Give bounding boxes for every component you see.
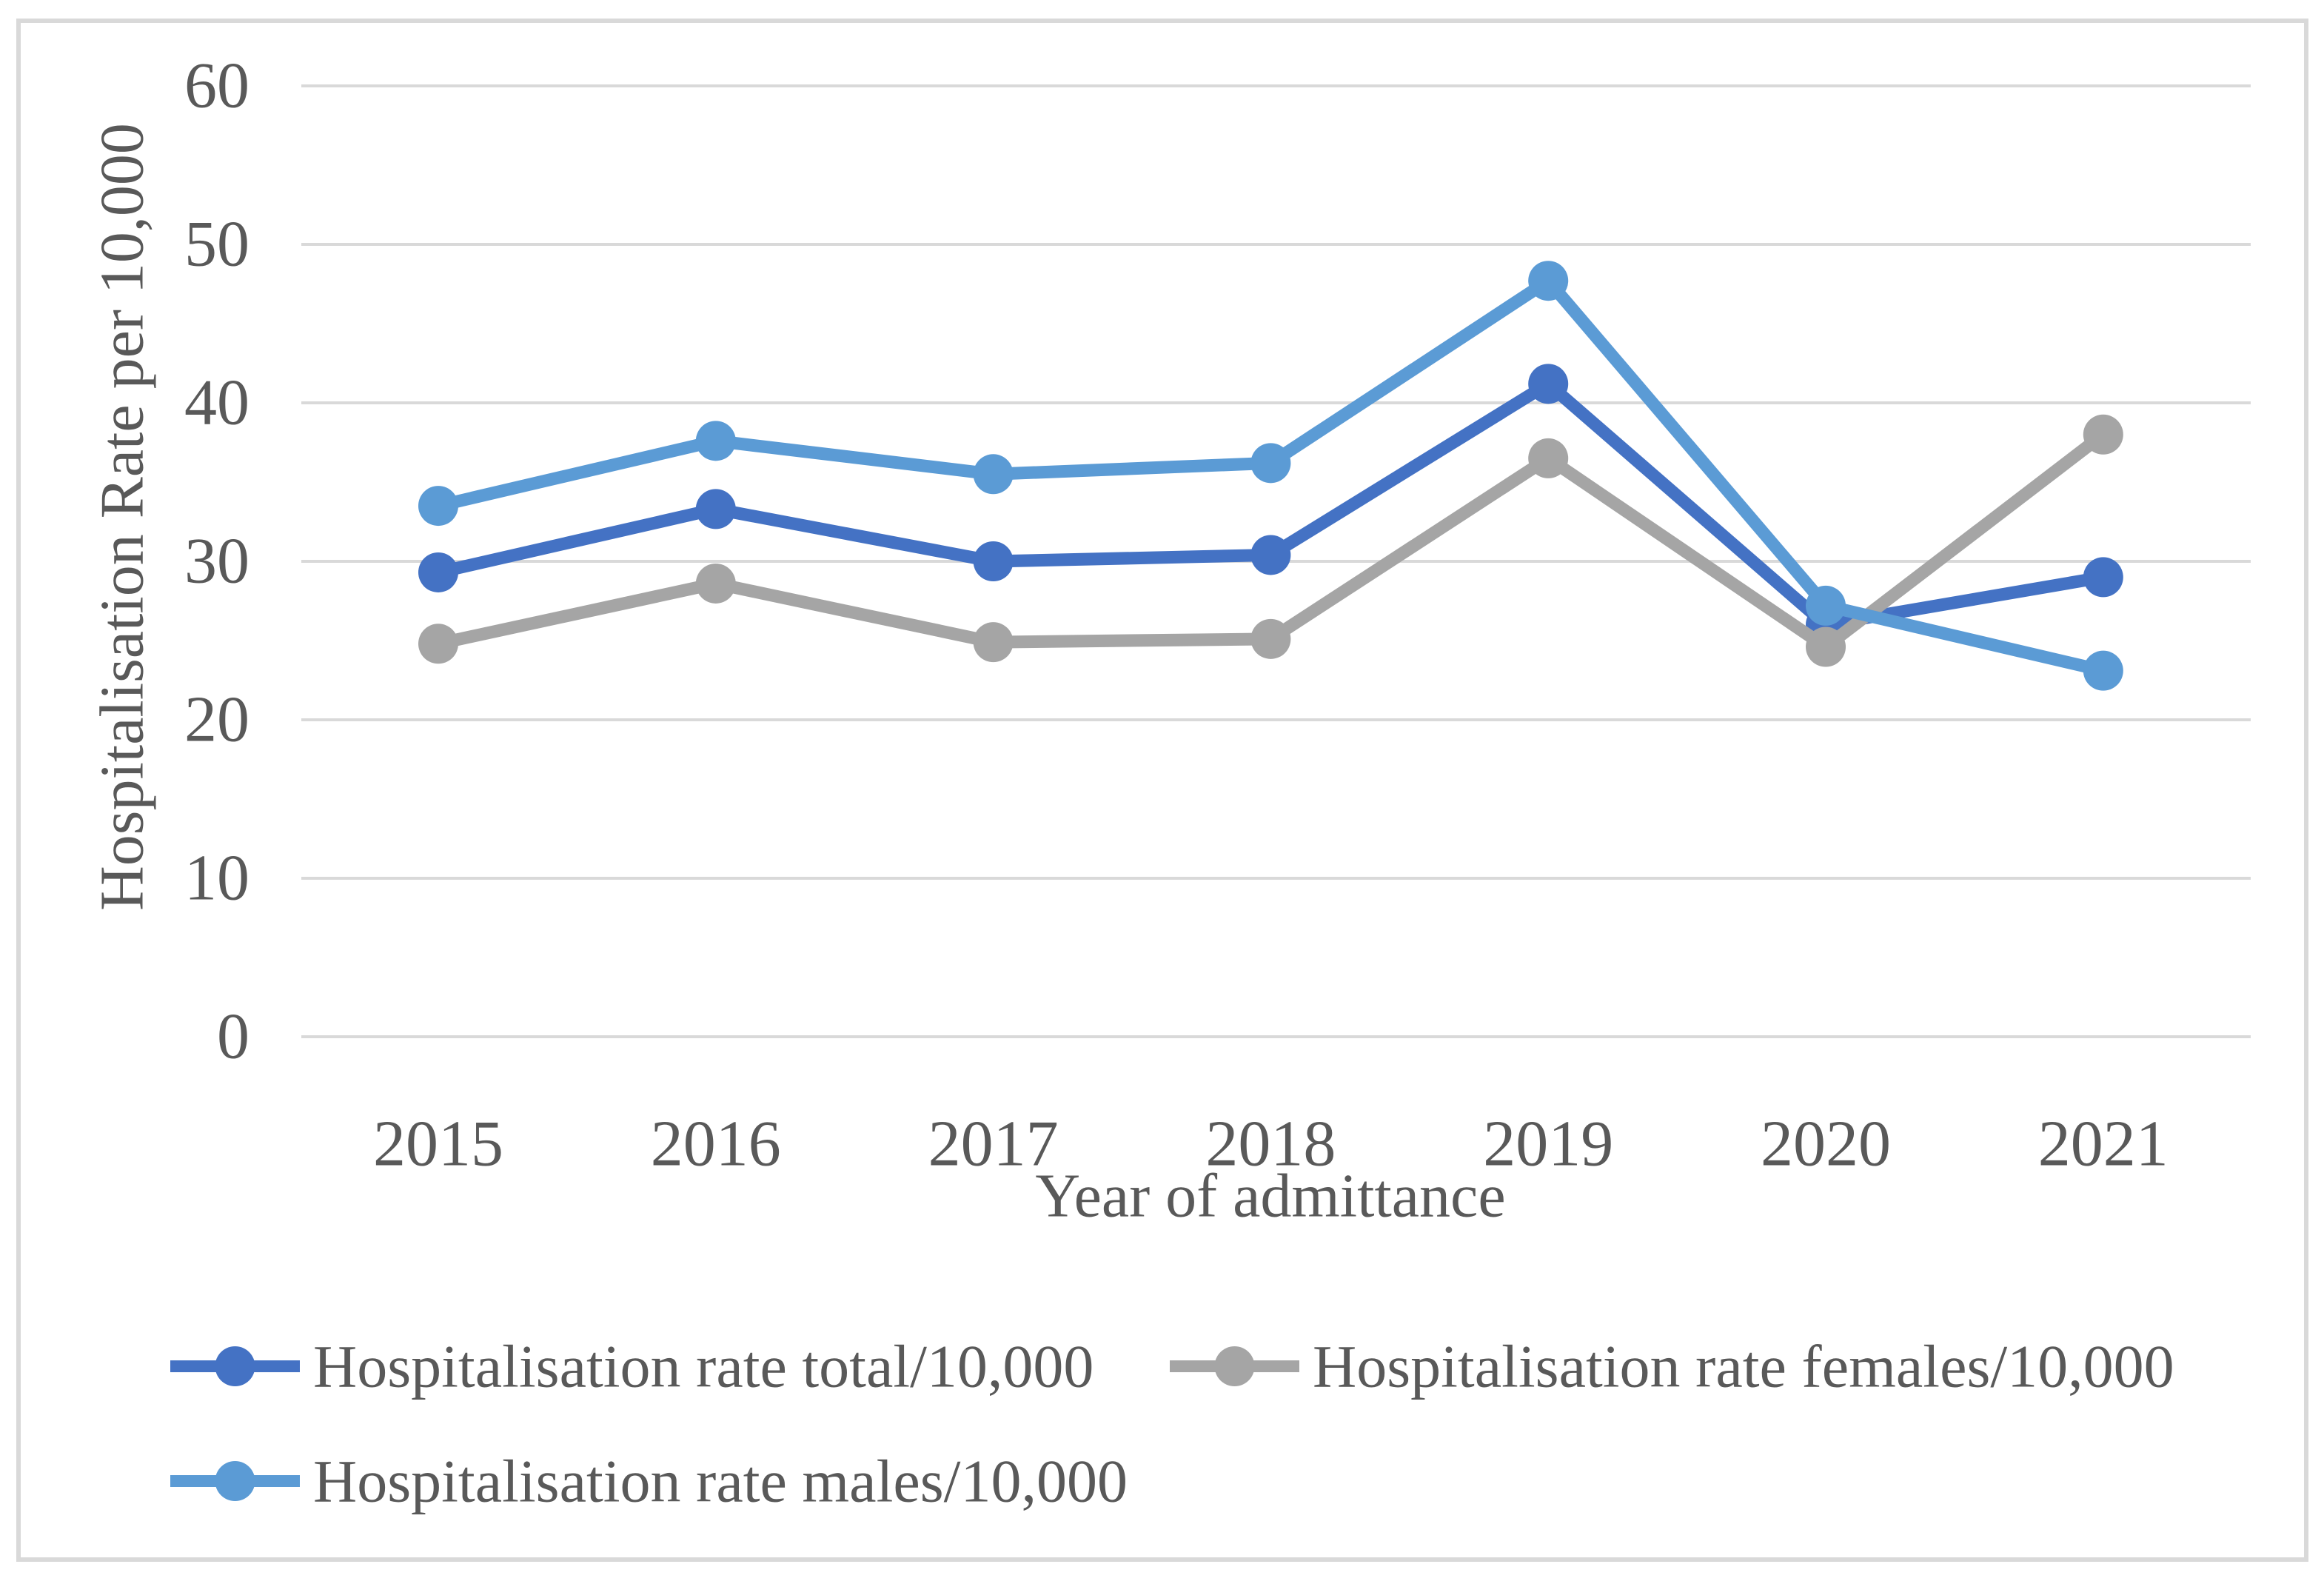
data-point-marker — [2083, 557, 2123, 598]
legend-item: Hospitalisation rate males/10,000 — [170, 1448, 1128, 1515]
data-point-marker — [695, 563, 736, 604]
x-tick-label: 2018 — [1205, 1109, 1336, 1180]
legend-swatch-marker — [1214, 1346, 1255, 1386]
x-tick-label: 2019 — [1483, 1109, 1613, 1180]
data-point-marker — [695, 489, 736, 529]
legend-label: Hospitalisation rate males/10,000 — [313, 1448, 1128, 1515]
y-axis-title: Hospitalisation Rate per 10,000 — [88, 123, 157, 911]
data-point-marker — [2083, 650, 2123, 691]
series-females — [418, 414, 2123, 667]
data-point-marker — [1806, 585, 1846, 626]
x-axis-title: Year of admittance — [1035, 1162, 1505, 1231]
data-point-marker — [1528, 261, 1569, 301]
y-tick-label: 0 — [217, 1001, 250, 1073]
y-tick-label: 10 — [184, 843, 250, 915]
x-tick-label: 2021 — [2038, 1109, 2169, 1180]
legend-swatch-marker — [215, 1346, 255, 1386]
legend-label: Hospitalisation rate total/10,000 — [313, 1333, 1094, 1400]
data-point-marker — [2083, 414, 2123, 455]
data-point-marker — [973, 622, 1014, 663]
data-point-marker — [1528, 438, 1569, 478]
data-point-marker — [418, 552, 458, 592]
data-point-marker — [973, 541, 1014, 581]
data-point-marker — [1528, 364, 1569, 404]
legend-item: Hospitalisation rate females/10,000 — [1170, 1333, 2174, 1400]
data-point-marker — [418, 624, 458, 664]
data-point-marker — [1250, 443, 1291, 484]
legend-label: Hospitalisation rate females/10,000 — [1313, 1333, 2174, 1400]
y-tick-label: 40 — [184, 367, 250, 439]
x-tick-label: 2016 — [651, 1109, 781, 1180]
data-point-marker — [973, 454, 1014, 495]
data-point-marker — [1250, 535, 1291, 575]
data-point-marker — [1250, 618, 1291, 659]
series-males — [418, 261, 2123, 691]
y-tick-label: 50 — [184, 209, 250, 281]
x-tick-label: 2017 — [928, 1109, 1059, 1180]
legend-item: Hospitalisation rate total/10,000 — [170, 1333, 1094, 1400]
figure-border — [16, 19, 2308, 1562]
legend-swatch-marker — [215, 1461, 255, 1501]
y-tick-label: 60 — [184, 50, 250, 122]
y-tick-label: 30 — [184, 526, 250, 598]
y-tick-label: 20 — [184, 684, 250, 756]
data-point-marker — [695, 421, 736, 461]
data-point-marker — [418, 486, 458, 527]
data-point-marker — [1806, 626, 1846, 667]
x-tick-label: 2020 — [1761, 1109, 1891, 1180]
x-tick-label: 2015 — [373, 1109, 503, 1180]
